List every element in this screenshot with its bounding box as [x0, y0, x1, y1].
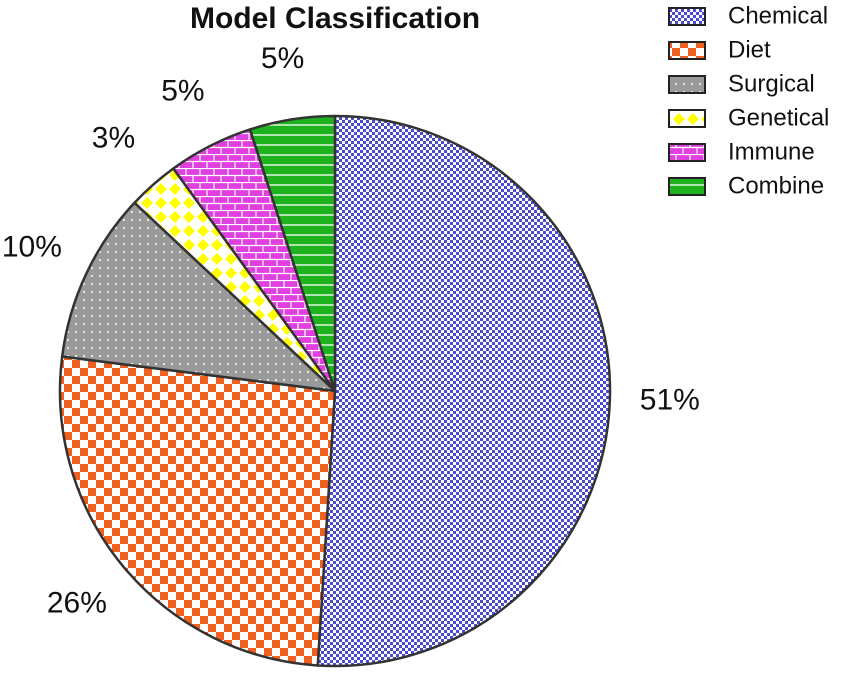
- legend-swatch: [668, 109, 706, 128]
- legend-swatch: [668, 143, 706, 162]
- legend-swatch: [668, 7, 706, 26]
- data-label: 51%: [640, 383, 700, 416]
- data-label: 26%: [47, 586, 107, 619]
- legend-swatch: [668, 41, 706, 60]
- data-label: 5%: [161, 74, 204, 107]
- legend-label: Chemical: [728, 2, 828, 29]
- legend-label: Surgical: [728, 70, 815, 97]
- pie-slice: [316, 114, 612, 668]
- data-label: 3%: [92, 122, 135, 155]
- legend-label: Immune: [728, 138, 815, 165]
- pie-slice: [248, 114, 337, 393]
- legend-label: Combine: [728, 172, 824, 199]
- legend-swatch: [668, 75, 706, 94]
- data-label: 5%: [261, 42, 304, 75]
- data-label: 10%: [2, 230, 62, 263]
- pie-slice: [60, 201, 337, 393]
- pie-slice: [58, 355, 337, 667]
- legend-label: Diet: [728, 36, 771, 63]
- legend-label: Genetical: [728, 104, 829, 131]
- chart-title: Model Classification: [190, 2, 480, 35]
- legend-swatch: [668, 177, 706, 196]
